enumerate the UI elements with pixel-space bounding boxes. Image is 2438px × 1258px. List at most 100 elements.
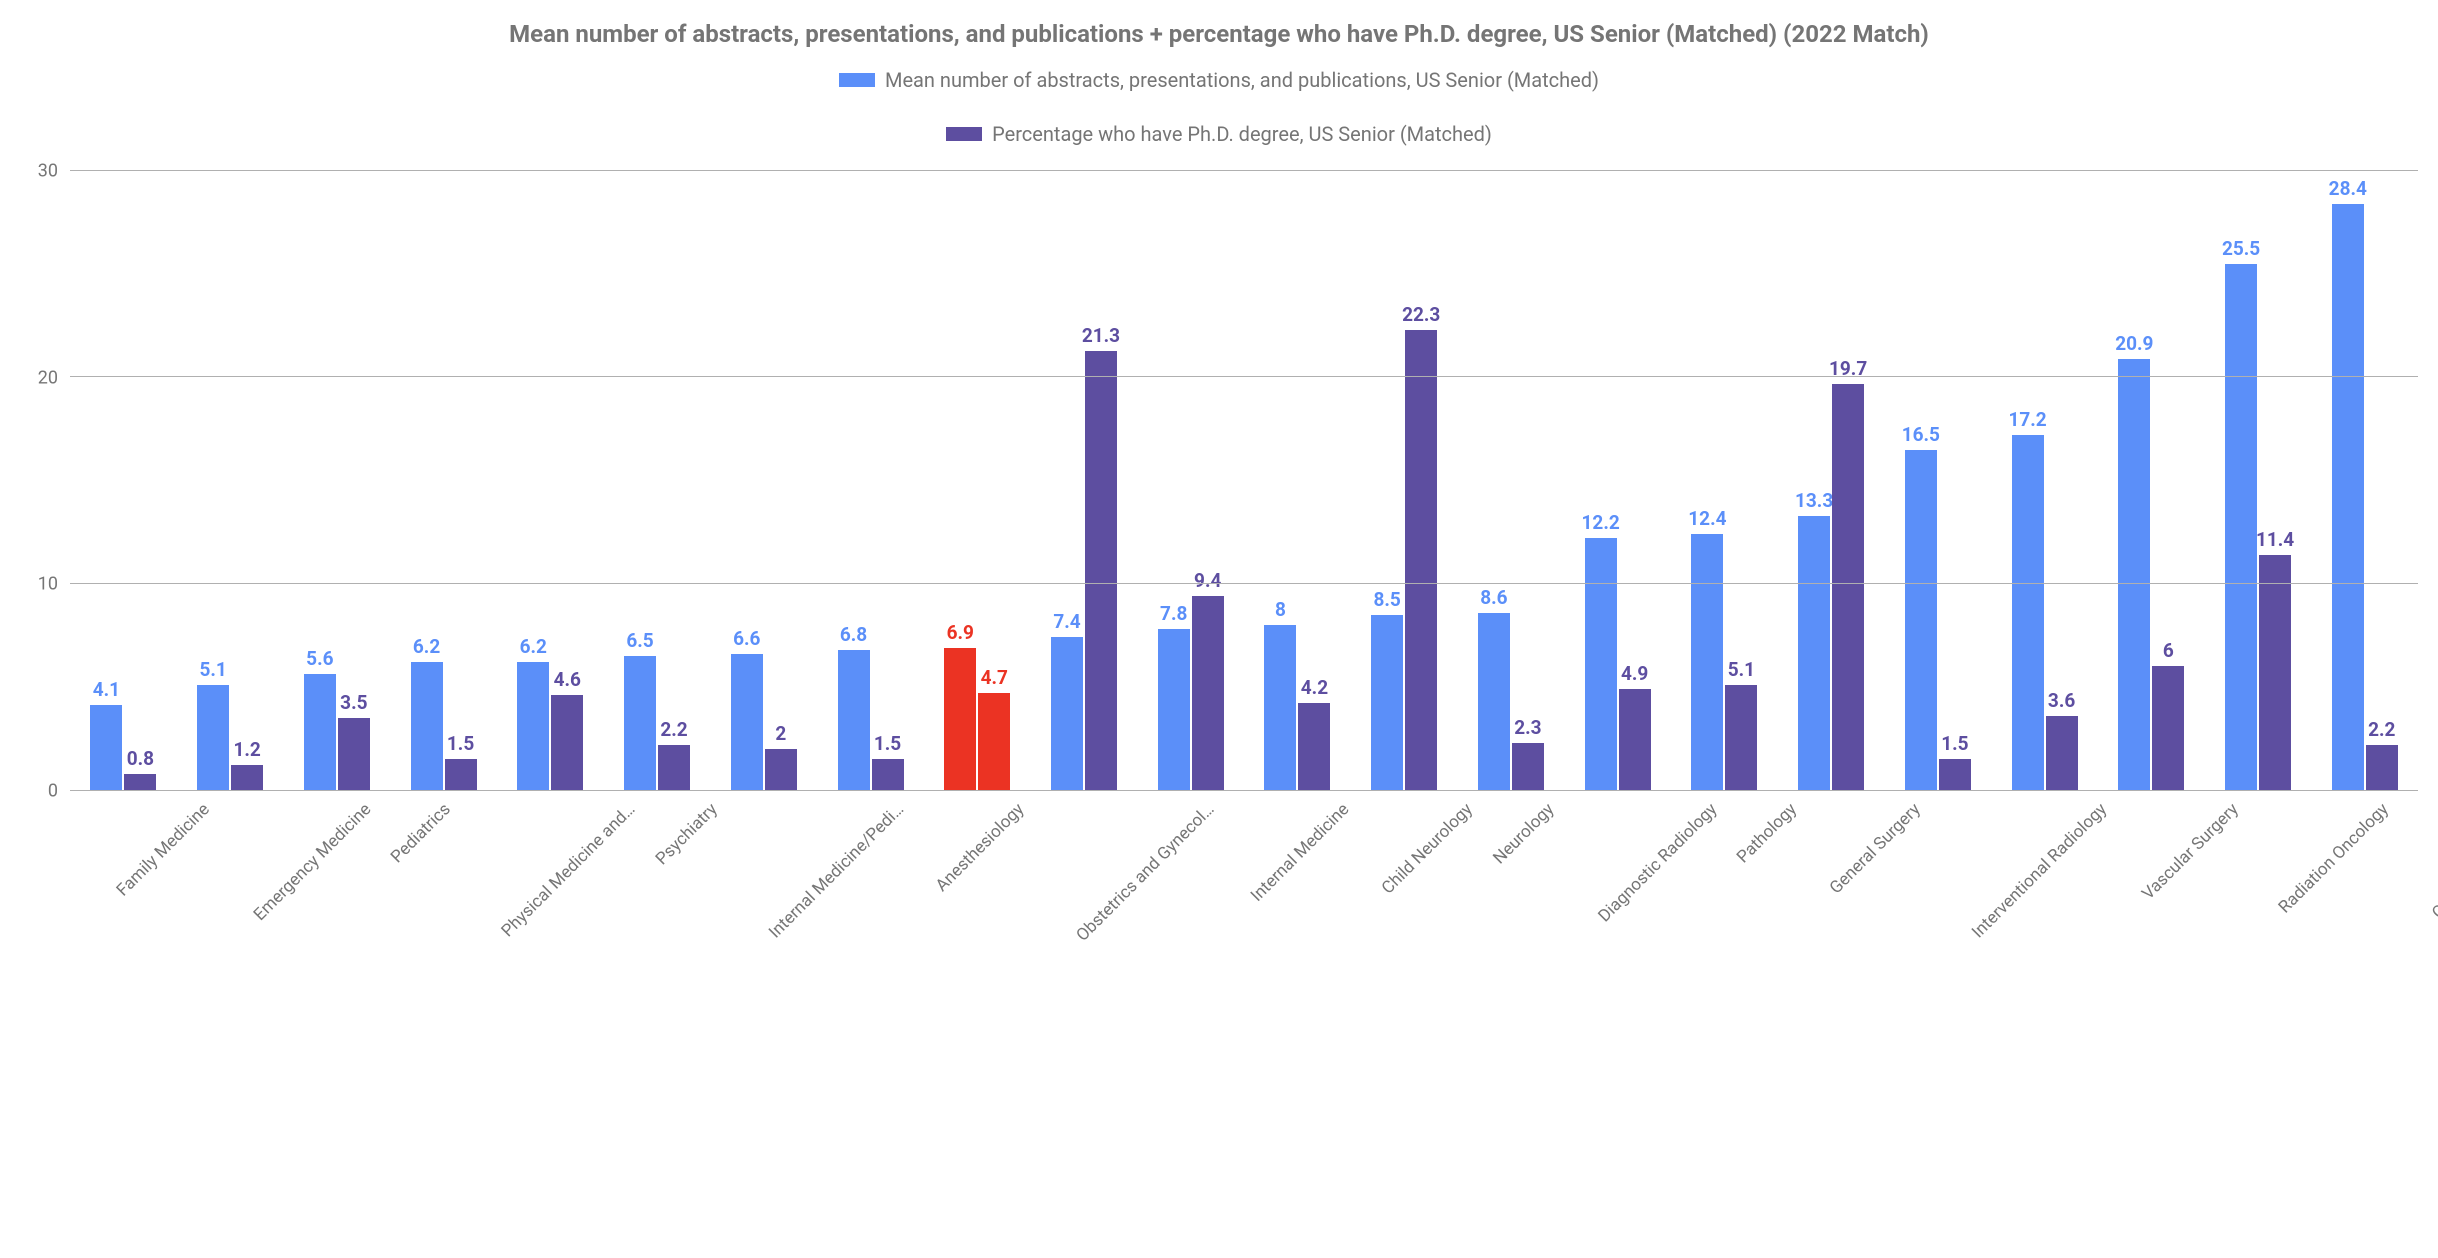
- bar-value-label: 5.6: [306, 647, 333, 674]
- bar-phd: 2: [765, 749, 797, 790]
- bar-value-label: 21.3: [1082, 324, 1120, 351]
- x-axis-label: Physical Medicine and…: [498, 797, 643, 942]
- bar-abstracts: 8.6: [1478, 613, 1510, 790]
- gridline: [70, 376, 2418, 377]
- bar-value-label: 3.5: [340, 691, 367, 718]
- bars-container: 4.10.85.11.25.63.56.21.56.24.66.52.26.62…: [70, 171, 2418, 790]
- bar-value-label: 11.4: [2256, 528, 2294, 555]
- bar-abstracts: 17.2: [2012, 435, 2044, 790]
- bar-group: 13.319.7: [1778, 171, 1885, 790]
- bar-value-label: 16.5: [1902, 423, 1940, 450]
- bar-value-label: 2.3: [1514, 716, 1541, 743]
- bar-phd: 22.3: [1405, 330, 1437, 790]
- bar-value-label: 4.7: [981, 666, 1008, 693]
- bar-phd: 1.2: [231, 765, 263, 790]
- bar-group: 4.10.8: [70, 171, 177, 790]
- y-axis: 0102030: [20, 171, 70, 791]
- bar-phd: 4.2: [1298, 703, 1330, 790]
- bar-phd: 1.5: [872, 759, 904, 790]
- bar-phd: 4.9: [1619, 689, 1651, 790]
- legend-row-1: Mean number of abstracts, presentations,…: [20, 68, 2418, 92]
- bar-value-label: 1.2: [233, 738, 260, 765]
- bar-group: 6.62: [710, 171, 817, 790]
- bar-abstracts: 8.5: [1371, 615, 1403, 790]
- bar-group: 6.24.6: [497, 171, 604, 790]
- bar-phd: 5.1: [1725, 685, 1757, 790]
- bar-group: 20.96: [2098, 171, 2205, 790]
- bar-value-label: 20.9: [2115, 332, 2153, 359]
- bar-value-label: 6.5: [626, 629, 653, 656]
- bar-value-label: 25.5: [2222, 237, 2260, 264]
- plot-area: 0102030 4.10.85.11.25.63.56.21.56.24.66.…: [20, 171, 2418, 791]
- bar-phd: 9.4: [1192, 596, 1224, 790]
- bar-group: 17.23.6: [1991, 171, 2098, 790]
- bar-group: 7.89.4: [1137, 171, 1244, 790]
- x-axis-label: Diagnostic Radiology: [1594, 797, 1724, 927]
- chart-container: Mean number of abstracts, presentations,…: [20, 20, 2418, 1011]
- bar-group: 7.421.3: [1031, 171, 1138, 790]
- x-axis-wrapper: Family MedicineEmergency MedicinePediatr…: [20, 791, 2418, 1011]
- x-axis-label: Family Medicine: [113, 797, 217, 901]
- x-axis-label: Obstetrics and Gynecol…: [1073, 797, 1222, 946]
- bar-abstracts: 5.6: [304, 674, 336, 790]
- bar-value-label: 1.5: [874, 732, 901, 759]
- bar-group: 8.62.3: [1458, 171, 1565, 790]
- bar-phd: 19.7: [1832, 384, 1864, 790]
- bar-value-label: 22.3: [1402, 303, 1440, 330]
- bar-abstracts: 6.2: [411, 662, 443, 790]
- bar-abstracts: 13.3: [1798, 516, 1830, 790]
- bar-abstracts: 28.4: [2332, 204, 2364, 790]
- bar-value-label: 6: [2163, 639, 2174, 666]
- bar-value-label: 12.2: [1582, 511, 1620, 538]
- bar-value-label: 0.8: [127, 747, 154, 774]
- bar-abstracts: 6.6: [731, 654, 763, 790]
- bar-group: 28.42.2: [2311, 171, 2418, 790]
- y-tick: 20: [38, 367, 58, 388]
- bar-abstracts: 6.9: [944, 648, 976, 790]
- x-axis-label: Psychiatry: [652, 797, 725, 870]
- bar-group: 12.4 5.1: [1671, 171, 1778, 790]
- bar-phd: 11.4: [2259, 555, 2291, 790]
- bar-phd: 2.3: [1512, 743, 1544, 790]
- bar-phd: 21.3: [1085, 351, 1117, 790]
- bar-group: 84.2: [1244, 171, 1351, 790]
- y-tick: 30: [38, 161, 58, 182]
- bar-phd: 0.8: [124, 774, 156, 791]
- bar-value-label: 6.8: [840, 623, 867, 650]
- bar-value-label: 13.3: [1795, 489, 1833, 516]
- legend-item-phd: Percentage who have Ph.D. degree, US Sen…: [946, 122, 1492, 146]
- x-axis-label: Vascular Surgery: [2138, 797, 2245, 904]
- bar-abstracts: 6.5: [624, 656, 656, 790]
- x-axis-label: Orthopaedic Surgery: [2428, 797, 2438, 923]
- legend-label-phd: Percentage who have Ph.D. degree, US Sen…: [992, 122, 1492, 146]
- bar-value-label: 1.5: [1941, 732, 1968, 759]
- bar-value-label: 8.5: [1374, 588, 1401, 615]
- x-axis-label: Neurology: [1489, 797, 1561, 869]
- bar-group: 5.11.2: [177, 171, 284, 790]
- x-axis-label: Internal Medicine: [1247, 797, 1356, 906]
- bar-phd: 6: [2152, 666, 2184, 790]
- bar-abstracts: 12.2: [1585, 538, 1617, 790]
- bar-abstracts: 6.8: [838, 650, 870, 790]
- x-axis-label: General Surgery: [1826, 797, 1928, 899]
- bar-value-label: 6.9: [947, 621, 974, 648]
- x-axis-label: Emergency Medicine: [250, 797, 378, 925]
- bar-phd: 1.5: [1939, 759, 1971, 790]
- bar-group: 5.63.5: [283, 171, 390, 790]
- bar-value-label: 2: [775, 722, 786, 749]
- bar-group: 8.522.3: [1351, 171, 1458, 790]
- bar-value-label: 4.6: [554, 668, 581, 695]
- bar-phd: 2.2: [2366, 745, 2398, 790]
- bar-group: 12.24.9: [1564, 171, 1671, 790]
- bar-group: 16.5 1.5: [1884, 171, 1991, 790]
- x-axis-label: Radiation Oncology: [2275, 797, 2396, 918]
- x-axis-label: Internal Medicine/Pedi…: [765, 797, 911, 943]
- plot: 4.10.85.11.25.63.56.21.56.24.66.52.26.62…: [70, 171, 2418, 791]
- bar-value-label: 6.2: [413, 635, 440, 662]
- bar-value-label: 2.2: [2368, 718, 2395, 745]
- chart-title: Mean number of abstracts, presentations,…: [20, 20, 2418, 48]
- bar-value-label: 7.4: [1053, 610, 1080, 637]
- bar-value-label: 6.6: [733, 627, 760, 654]
- bar-group: 25.5 11.4: [2205, 171, 2312, 790]
- bar-value-label: 12.4: [1688, 507, 1726, 534]
